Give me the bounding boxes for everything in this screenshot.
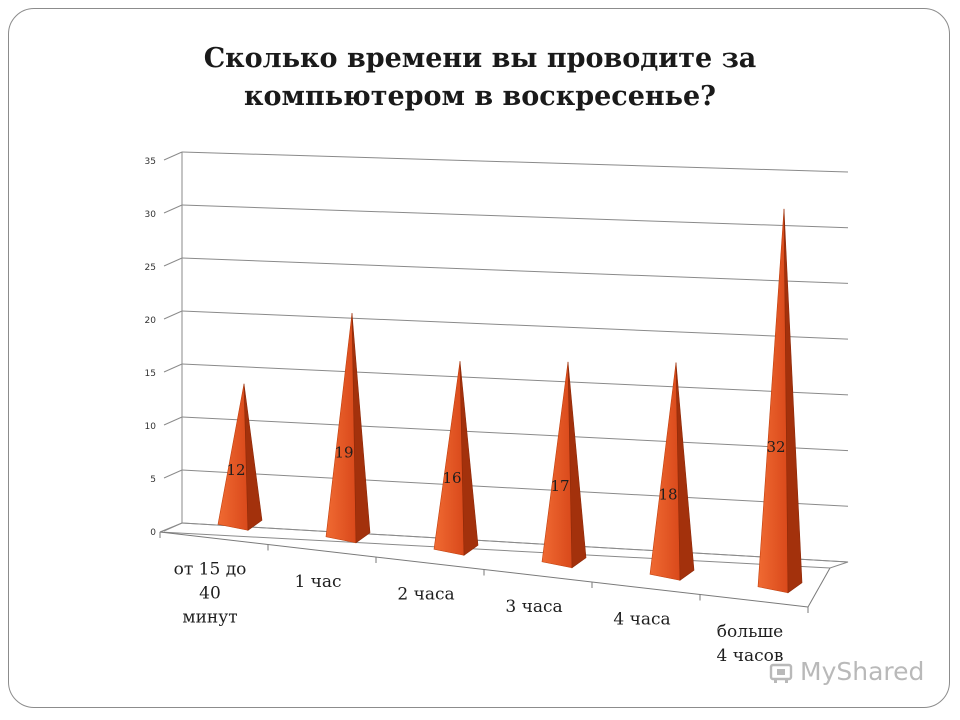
- y-tick-label: 30: [145, 210, 157, 220]
- bar-front-face: [217, 383, 249, 531]
- x-tick-label: больше 4 часов: [717, 622, 784, 666]
- bar-front-face: [757, 208, 789, 594]
- gridline: [181, 416, 849, 452]
- bar-side-face: [243, 383, 263, 531]
- x-tick-label: 1 час: [294, 572, 341, 592]
- y-tick-label: 0: [150, 528, 156, 538]
- gridline: [181, 151, 849, 173]
- gridline: [181, 204, 849, 229]
- data-label: 12: [226, 461, 245, 479]
- y-tick-label: 5: [150, 475, 156, 485]
- gridline-wall: [163, 151, 183, 161]
- gridline: [181, 469, 849, 507]
- bar-front-face: [541, 361, 573, 569]
- bar-side-face: [783, 208, 803, 594]
- gridline-wall: [163, 257, 183, 267]
- y-axis: [160, 158, 182, 532]
- gridline-wall: [163, 204, 183, 214]
- data-label: 32: [766, 438, 785, 456]
- gridline-wall: [163, 363, 183, 373]
- gridline-wall: [163, 416, 183, 426]
- gridline: [181, 257, 849, 284]
- x-tick-label: 2 часа: [397, 584, 454, 604]
- chart-grid: [159, 151, 849, 569]
- y-tick-label: 10: [145, 422, 157, 432]
- y-tick-label: 35: [145, 157, 156, 167]
- chart-axes: [159, 158, 831, 613]
- bar-front-face: [649, 362, 681, 581]
- y-tick-label: 15: [145, 369, 156, 379]
- x-tick-label: 4 часа: [613, 609, 670, 629]
- gridline-wall: [163, 469, 183, 479]
- x-tick-label: от 15 до 40 минут: [174, 559, 247, 627]
- gridline-wall: [163, 310, 183, 320]
- chart-title: Сколько времени вы проводите за компьюте…: [203, 43, 757, 112]
- x-tick-label: 3 часа: [505, 597, 562, 617]
- data-label: 16: [442, 469, 461, 487]
- data-label: 19: [334, 444, 353, 462]
- chart-labels: 0 5 10 15 20 25 30 35 12 от 15 до 40 минут 19 1 час 16…: [145, 157, 786, 666]
- bar-side-face: [459, 361, 479, 556]
- data-label: 18: [658, 485, 677, 503]
- y-tick-label: 25: [145, 263, 156, 273]
- gridline: [181, 363, 849, 396]
- bar-front-face: [433, 361, 465, 556]
- bar-front-face: [325, 313, 357, 544]
- data-label: 17: [550, 477, 569, 495]
- bar-side-face: [675, 362, 695, 581]
- bar-side-face: [351, 313, 371, 544]
- gridline: [181, 310, 849, 340]
- y-tick-label: 20: [145, 316, 157, 326]
- slide-frame: [8, 8, 950, 708]
- chart-bars: [217, 208, 803, 594]
- watermark: MyShared: [768, 657, 924, 686]
- watermark-text: MyShared: [800, 657, 925, 686]
- x-axis-end: [807, 567, 831, 608]
- chart-floor: [159, 522, 849, 569]
- bar-side-face: [567, 361, 587, 569]
- myshared-logo-icon: [769, 663, 793, 683]
